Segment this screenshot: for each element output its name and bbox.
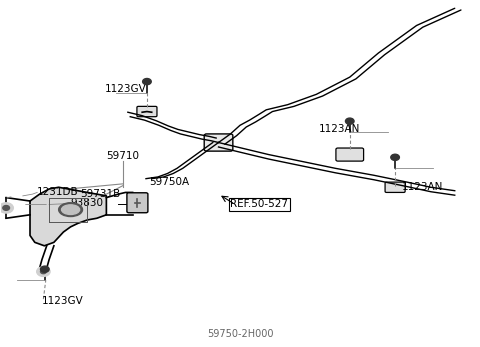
Text: 1123AN: 1123AN <box>319 124 360 134</box>
Text: 93830: 93830 <box>71 198 104 208</box>
Circle shape <box>3 205 10 210</box>
FancyBboxPatch shape <box>137 107 157 117</box>
Text: 1123AN: 1123AN <box>402 182 444 192</box>
Text: 1231DB: 1231DB <box>37 187 79 197</box>
FancyBboxPatch shape <box>127 193 148 213</box>
Text: 1123GV: 1123GV <box>105 84 147 94</box>
Text: 59731B: 59731B <box>80 189 120 199</box>
Circle shape <box>346 118 354 124</box>
Ellipse shape <box>61 205 80 214</box>
Text: 59750A: 59750A <box>149 177 190 187</box>
FancyBboxPatch shape <box>336 148 364 161</box>
Circle shape <box>40 266 49 272</box>
FancyBboxPatch shape <box>204 134 233 151</box>
Polygon shape <box>30 187 107 246</box>
Ellipse shape <box>59 203 83 217</box>
Circle shape <box>0 203 13 213</box>
Circle shape <box>36 267 50 277</box>
Text: 1123GV: 1123GV <box>42 296 84 306</box>
Text: 59750-2H000: 59750-2H000 <box>207 329 273 339</box>
Text: REF.50-527: REF.50-527 <box>230 200 288 210</box>
FancyBboxPatch shape <box>385 182 405 193</box>
Text: 59710: 59710 <box>107 151 140 161</box>
Circle shape <box>391 154 399 160</box>
Circle shape <box>40 270 46 274</box>
Circle shape <box>143 78 151 85</box>
